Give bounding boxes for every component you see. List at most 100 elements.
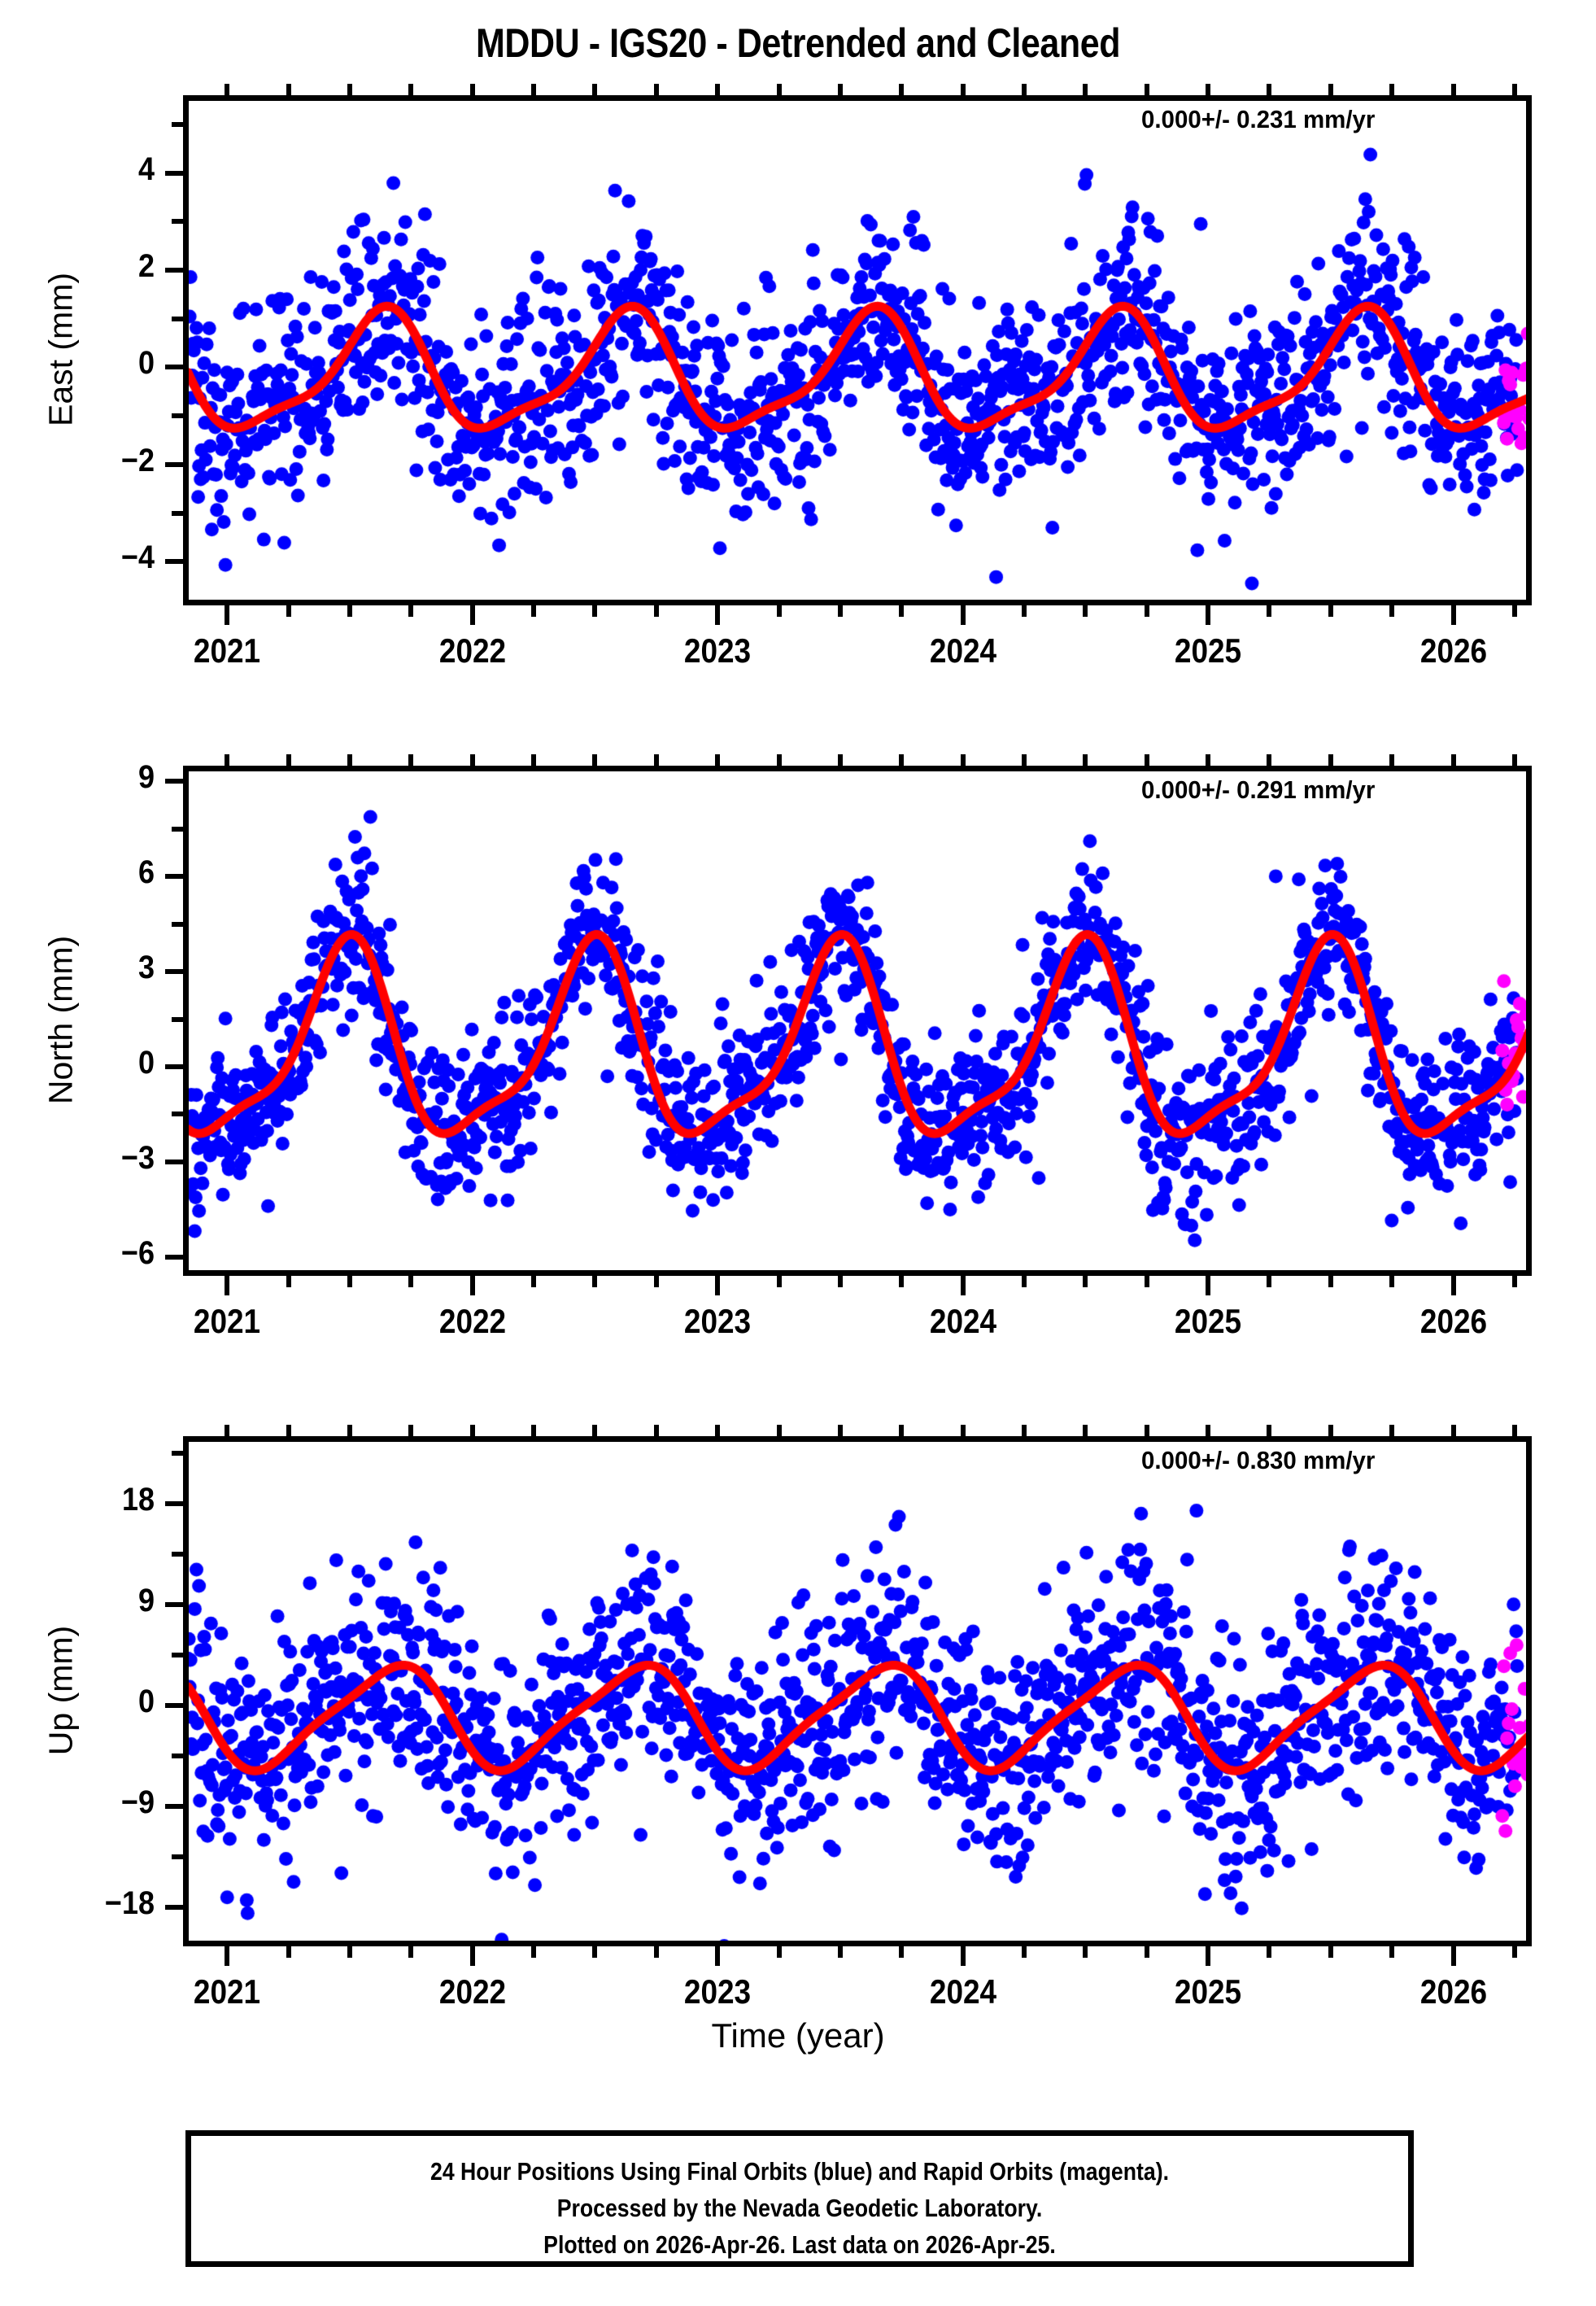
y-tick-up-3 xyxy=(165,1803,185,1809)
x-tick-label-north-0: 2021 xyxy=(194,1302,261,1340)
x-top-tick-up xyxy=(1328,1425,1333,1436)
caption-line-2: Processed by the Nevada Geodetic Laborat… xyxy=(556,2194,1043,2222)
x-top-tick-north xyxy=(531,754,537,766)
y-tick-label-up-2: 0 xyxy=(137,1683,155,1719)
x-minor-tick-north xyxy=(1328,1274,1333,1287)
y-tick-label-up-3: −9 xyxy=(120,1784,155,1820)
x-top-tick-up xyxy=(592,1425,598,1436)
x-top-tick-north xyxy=(408,754,414,766)
x-minor-tick-up xyxy=(1021,1945,1027,1958)
y-tick-label-east-2: 0 xyxy=(137,345,155,382)
x-minor-tick-north xyxy=(837,1274,843,1287)
x-top-tick-up xyxy=(1389,1425,1395,1436)
x-tick-up-0 xyxy=(225,1945,230,1966)
x-minor-tick-up xyxy=(899,1945,905,1958)
y-minor-tick-east--1 xyxy=(172,121,185,127)
x-minor-tick-up xyxy=(347,1945,352,1958)
x-minor-tick-north xyxy=(531,1274,537,1287)
x-tick-north-4 xyxy=(1206,1274,1211,1295)
y-tick-label-east-1: 2 xyxy=(137,247,155,284)
x-top-tick-east xyxy=(960,84,966,98)
x-top-tick-north xyxy=(899,754,905,766)
x-minor-tick-east xyxy=(592,604,598,617)
x-top-tick-up xyxy=(469,1425,475,1439)
y-minor-tick-north-1 xyxy=(172,826,185,832)
x-tick-east-4 xyxy=(1206,604,1211,625)
series-canvas-north xyxy=(189,771,1526,1270)
x-minor-tick-north xyxy=(1021,1274,1027,1287)
x-top-tick-up xyxy=(347,1425,352,1436)
x-top-tick-north xyxy=(837,754,843,766)
x-tick-north-0 xyxy=(225,1274,230,1295)
x-tick-label-north-2: 2023 xyxy=(684,1302,752,1340)
rate-label-north: 0.000+/- 0.291 mm/yr xyxy=(1141,775,1376,804)
x-minor-tick-east xyxy=(286,604,291,617)
y-tick-up-2 xyxy=(165,1702,185,1708)
x-top-tick-east xyxy=(1389,84,1395,95)
x-minor-tick-east xyxy=(1511,604,1517,617)
x-top-tick-up xyxy=(837,1425,843,1436)
x-top-tick-east xyxy=(1206,84,1211,98)
x-tick-label-east-2: 2023 xyxy=(684,631,752,670)
y-tick-label-north-4: −3 xyxy=(120,1139,155,1176)
x-minor-tick-up xyxy=(653,1945,659,1958)
y-minor-tick-up-3 xyxy=(172,1652,185,1657)
x-minor-tick-east xyxy=(347,604,352,617)
x-minor-tick-up xyxy=(286,1945,291,1958)
x-top-tick-up xyxy=(1144,1425,1149,1436)
y-minor-tick-up-7 xyxy=(172,1854,185,1859)
x-tick-label-up-1: 2022 xyxy=(438,1972,506,2011)
x-tick-east-5 xyxy=(1450,604,1456,625)
x-tick-label-east-4: 2025 xyxy=(1174,631,1242,670)
y-tick-label-up-0: 18 xyxy=(121,1481,155,1518)
x-top-tick-east xyxy=(1144,84,1149,95)
x-minor-tick-east xyxy=(1083,604,1088,617)
x-top-tick-up xyxy=(408,1425,414,1436)
y-tick-label-east-0: 4 xyxy=(137,151,155,187)
x-top-tick-east xyxy=(469,84,475,98)
x-top-tick-east xyxy=(1267,84,1272,95)
x-tick-east-2 xyxy=(715,604,721,625)
x-tick-label-north-3: 2024 xyxy=(929,1302,996,1340)
y-tick-label-east-4: −4 xyxy=(120,539,155,576)
y-tick-up-0 xyxy=(165,1500,185,1506)
x-tick-label-up-3: 2024 xyxy=(929,1972,996,2011)
y-tick-label-up-4: −18 xyxy=(104,1885,155,1921)
x-minor-tick-up xyxy=(1144,1945,1149,1958)
x-minor-tick-north xyxy=(286,1274,291,1287)
x-top-tick-north xyxy=(715,754,721,769)
x-tick-east-3 xyxy=(960,604,966,625)
x-minor-tick-up xyxy=(1511,1945,1517,1958)
x-minor-tick-north xyxy=(899,1274,905,1287)
x-top-tick-up xyxy=(715,1425,721,1439)
x-tick-north-2 xyxy=(715,1274,721,1295)
x-top-tick-up xyxy=(960,1425,966,1439)
x-top-tick-north xyxy=(1144,754,1149,766)
x-top-tick-north xyxy=(1206,754,1211,769)
x-tick-up-3 xyxy=(960,1945,966,1966)
x-tick-north-5 xyxy=(1450,1274,1456,1295)
x-top-tick-east xyxy=(837,84,843,95)
x-tick-label-up-4: 2025 xyxy=(1174,1972,1242,2011)
x-minor-tick-east xyxy=(1021,604,1027,617)
y-minor-tick-east-7 xyxy=(172,510,185,516)
x-tick-label-east-1: 2022 xyxy=(438,631,506,670)
x-tick-label-east-0: 2021 xyxy=(194,631,261,670)
x-tick-north-3 xyxy=(960,1274,966,1295)
x-top-tick-east xyxy=(286,84,291,95)
x-top-tick-east xyxy=(347,84,352,95)
x-minor-tick-east xyxy=(1267,604,1272,617)
x-minor-tick-up xyxy=(592,1945,598,1958)
caption-line-1: 24 Hour Positions Using Final Orbits (bl… xyxy=(430,2157,1169,2186)
x-top-tick-north xyxy=(1389,754,1395,766)
x-top-tick-east xyxy=(1511,84,1517,95)
x-top-tick-east xyxy=(715,84,721,98)
x-minor-tick-north xyxy=(1267,1274,1272,1287)
y-minor-tick-north-5 xyxy=(172,1016,185,1022)
x-top-tick-up xyxy=(899,1425,905,1436)
x-minor-tick-up xyxy=(837,1945,843,1958)
x-tick-label-east-3: 2024 xyxy=(929,631,996,670)
y-minor-tick-east-5 xyxy=(172,413,185,419)
